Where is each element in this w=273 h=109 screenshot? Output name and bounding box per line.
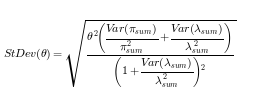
Text: $\mathit{StDev}(\theta) = \sqrt{\dfrac{\theta^{2}\!\left(\dfrac{\mathit{Var}(\pi: $\mathit{StDev}(\theta) = \sqrt{\dfrac{\… <box>3 19 237 90</box>
